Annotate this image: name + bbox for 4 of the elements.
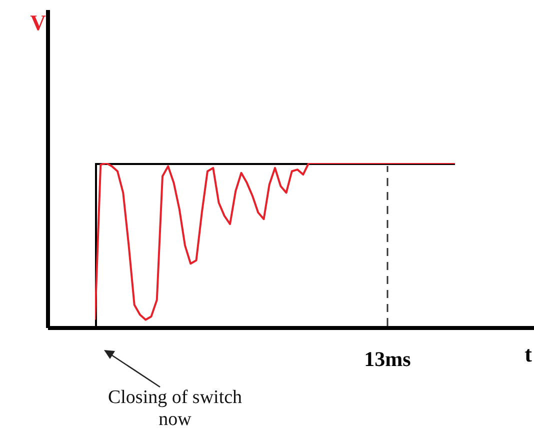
text: 13ms: [364, 347, 411, 371]
x-axis-title: t: [524, 342, 533, 367]
text: Closing of switch now: [108, 387, 243, 430]
text: V: [30, 10, 46, 35]
